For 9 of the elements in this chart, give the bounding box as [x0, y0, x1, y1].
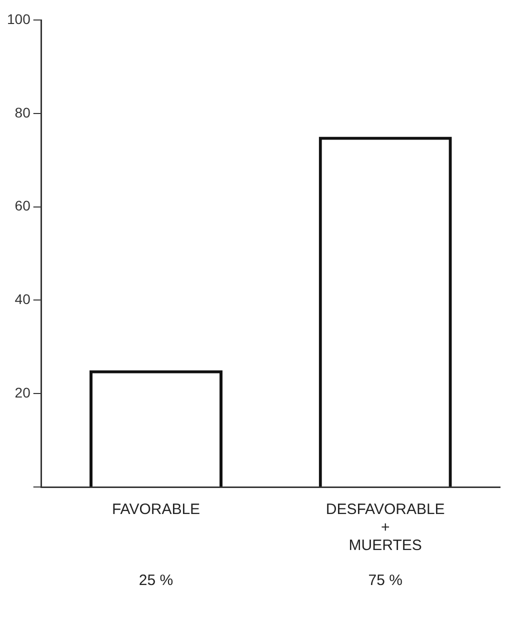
x-tick-label: FAVORABLE — [112, 501, 200, 518]
x-tick-label: DESFAVORABLE + MUERTES — [326, 501, 445, 554]
y-tick-label: 60 — [14, 198, 31, 214]
y-tick-label: 20 — [14, 384, 31, 400]
y-tick-label: 80 — [14, 104, 31, 120]
y-tick-label: 100 — [7, 10, 31, 27]
data-label: 25 % — [138, 572, 174, 590]
data-label: 75 % — [368, 572, 402, 590]
y-tick-label: 40 — [14, 291, 31, 308]
